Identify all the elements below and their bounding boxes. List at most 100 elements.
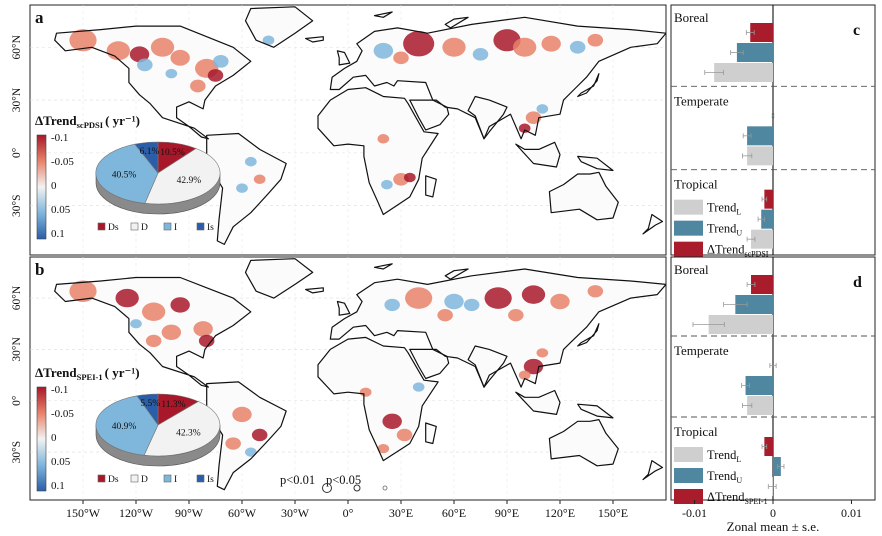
coastline [336, 50, 351, 66]
trend-patch [403, 31, 435, 57]
lon-label: 60°W [228, 506, 257, 520]
zone-label-boreal: Boreal [674, 262, 709, 277]
zonal-tick-label: 0.01 [841, 506, 862, 520]
colorbar-title-main: ΔTrend [35, 113, 77, 128]
trend-patch [569, 40, 586, 54]
p001-marker [322, 483, 332, 493]
bar-trend_u-boreal [736, 43, 773, 62]
coastline [548, 171, 619, 221]
legend-label-trend_u: TrendU [707, 222, 742, 238]
coastline [329, 268, 666, 388]
lon-label: 90°W [175, 506, 204, 520]
trend-patch [115, 288, 139, 308]
land-fill [577, 404, 613, 418]
zone-label-temperate: Temperate [674, 93, 729, 108]
pie-legend-swatch-ds [97, 474, 106, 483]
zone-label-tropical: Tropical [674, 177, 718, 192]
trend-patch [525, 111, 542, 125]
trend-patch [444, 293, 464, 310]
lat-label: 0° [11, 395, 23, 406]
legend-label-trend_l: TrendL [707, 201, 741, 217]
pie-label-ds: 10.5% [160, 148, 185, 158]
trend-patch [393, 51, 409, 65]
trend-patch [550, 293, 570, 310]
coastline [577, 323, 600, 347]
colorbar-title-sub: SPEI-1 [77, 372, 103, 382]
trend-patch [245, 447, 257, 457]
map-panel-b: b 60°N 30°N 0° 30°S ΔTrendSPEI-1( yr⁻¹) -0.1 -0… [11, 256, 667, 501]
coastline [548, 419, 619, 467]
land-fill [409, 349, 449, 379]
pie-label-is: 5.5% [140, 399, 160, 409]
land-fill [549, 172, 619, 220]
bar-trend_u-temperate [745, 376, 773, 395]
zone-label-boreal: Boreal [674, 10, 709, 25]
land-fill [318, 87, 439, 215]
pie-slice-d [144, 148, 221, 205]
pie-legend-swatch-d [130, 474, 139, 483]
land-fill [245, 6, 313, 48]
land-fill [577, 156, 613, 171]
lon-label: 30°W [281, 506, 310, 520]
bar-trend_u-temperate [747, 126, 773, 146]
trend-patch [225, 437, 241, 450]
coastline [329, 16, 666, 140]
trend-patch [129, 46, 150, 63]
legend-swatch-delta [674, 241, 703, 257]
colorbar [36, 386, 47, 492]
trend-patch [377, 134, 390, 144]
coastline [206, 381, 287, 491]
legend-name: ΔTrend [707, 490, 745, 504]
lon-label: 30°E [389, 506, 413, 520]
trend-patch [381, 179, 393, 190]
coastline [642, 213, 664, 235]
map-content [30, 257, 666, 500]
trend-patch [170, 49, 190, 66]
pie-legend-is: Is [207, 223, 214, 233]
legend-swatch-trend_u [674, 220, 703, 236]
land-fill [445, 17, 469, 28]
pie-label-i: 40.9% [112, 422, 137, 432]
pie-label-i: 40.5% [112, 170, 137, 180]
coastline [373, 11, 393, 18]
legend-name: ΔTrend [707, 243, 745, 257]
trend-patch [404, 172, 416, 183]
panel-label-d: d [853, 274, 862, 291]
colorbar-tick-label: 0 [51, 180, 57, 192]
bar-trend_l-boreal [708, 315, 773, 334]
pie-slice-i [95, 143, 159, 204]
colorbar-tick-label: 0.05 [51, 456, 71, 468]
pie-label-ds: 11.3% [161, 400, 185, 410]
legend-swatch-trend_l [674, 447, 703, 462]
trend-patch [536, 104, 549, 114]
coastline [577, 403, 614, 419]
pie-slice-is [136, 393, 159, 426]
coastline [577, 155, 614, 172]
colorbar-title-main: ΔTrend [35, 365, 77, 380]
trend-patch [165, 68, 178, 79]
coastline [425, 175, 437, 198]
zonal-tick-label: 0 [770, 506, 776, 520]
bar-delta-boreal [751, 275, 773, 294]
land-fill [409, 100, 449, 130]
bar-trend_l-temperate [747, 146, 773, 166]
zone-label-temperate: Temperate [674, 343, 729, 358]
trend-patch [262, 35, 275, 45]
pie-legend-is: Is [207, 475, 214, 485]
coastline [373, 263, 393, 270]
lon-label: 150°E [598, 506, 628, 520]
bar-trend_u-boreal [735, 295, 773, 314]
lon-label: 60°E [442, 506, 466, 520]
trend-patch [587, 33, 604, 47]
trend-patch [463, 298, 480, 312]
coastline [577, 73, 600, 98]
trend-patch [484, 287, 512, 309]
coastline [317, 336, 439, 462]
coastline [305, 36, 324, 43]
trend-patch [437, 309, 453, 322]
lat-label: 30°S [11, 441, 23, 464]
trend-patch [442, 37, 466, 57]
panel-label-c: c [853, 22, 860, 39]
legend-swatch-trend_u [674, 468, 703, 483]
